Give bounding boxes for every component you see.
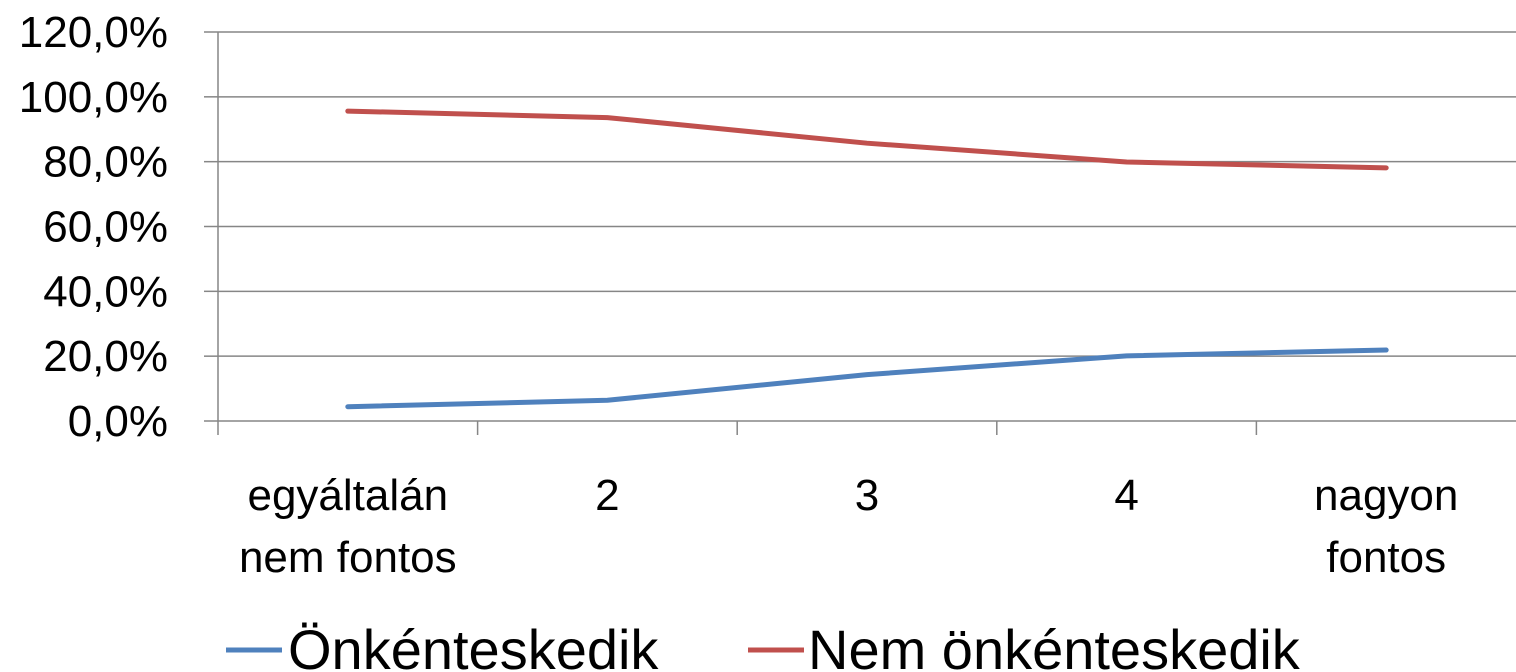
axes xyxy=(204,31,1516,435)
x-tick-label: nem fontos xyxy=(239,533,457,582)
series-line xyxy=(345,347,1389,410)
x-tick-label: fontos xyxy=(1326,533,1446,582)
legend-label: Nem önkénteskedik xyxy=(808,618,1301,672)
x-tick-label: 4 xyxy=(1114,471,1138,520)
y-tick-label: 40,0% xyxy=(43,267,168,316)
y-tick-label: 0,0% xyxy=(68,397,168,446)
y-tick-label: 80,0% xyxy=(43,138,168,187)
x-tick-label: 2 xyxy=(595,471,619,520)
x-tick-label: nagyon xyxy=(1314,471,1458,520)
legend-label: Önkénteskedik xyxy=(288,618,659,672)
gridlines xyxy=(218,31,1516,357)
x-tick-label: 3 xyxy=(855,471,879,520)
y-tick-label: 20,0% xyxy=(43,332,168,381)
y-tick-label: 60,0% xyxy=(43,203,168,252)
series-line xyxy=(345,108,1389,171)
legend: Önkénteskedik Nem önkénteskedik xyxy=(226,618,1301,672)
x-axis-tick-labels: egyáltalán nem fontos 2 3 4 nagyon fontos xyxy=(239,471,1458,582)
y-tick-label: 100,0% xyxy=(19,73,168,122)
series-lines xyxy=(345,108,1389,410)
y-tick-label: 120,0% xyxy=(19,8,168,57)
y-axis-tick-labels: 0,0% 20,0% 40,0% 60,0% 80,0% 100,0% 120,0% xyxy=(19,8,168,446)
x-tick-label: egyáltalán xyxy=(247,471,448,520)
